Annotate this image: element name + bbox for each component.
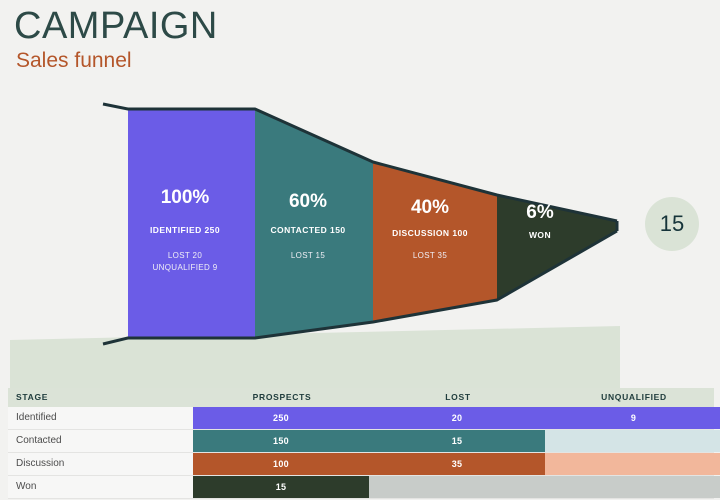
segment-main-label: IDENTIFIED 250 [150,225,220,235]
segment-main-label: WON [529,230,551,240]
funnel-segment-won[interactable] [497,195,617,300]
row-stage-label: Contacted [16,435,62,446]
row-bars: 150 15 [186,430,720,452]
row-bars: 15 [186,476,720,498]
segment-percent: 60% [289,191,327,212]
column-header-unqualified: UNQUALIFIED [601,392,667,402]
table-row[interactable]: Discussion 100 35 [8,453,720,476]
row-stage-label: Won [16,481,37,492]
column-header-prospects: PROSPECTS [252,392,312,402]
bar-unqualified: 9 [545,407,720,429]
bar-prospects: 150 [193,430,369,452]
segment-percent: 100% [161,187,210,208]
funnel-backdrop [10,340,620,390]
bar-lost: 20 [369,407,545,429]
funnel-svg: 100% IDENTIFIED 250 LOST 20 UNQUALIFIED … [10,102,620,390]
segment-main-label: CONTACTED 150 [270,225,345,235]
table-row[interactable]: Won 15 [8,476,720,499]
bar-prospects: 15 [193,476,369,498]
segment-sub-label: LOST 35 [413,251,448,260]
table-row[interactable]: Identified 250 20 9 [8,407,720,430]
segment-percent: 6% [526,202,554,223]
bar-ghost-remainder [369,476,720,498]
bar-prospects: 250 [193,407,369,429]
row-bars: 250 20 9 [186,407,720,429]
funnel-chart: 100% IDENTIFIED 250 LOST 20 UNQUALIFIED … [0,90,720,390]
bar-lost: 35 [369,453,545,475]
table-header-row: STAGE PROSPECTS LOST UNQUALIFIED [8,388,714,407]
table-row[interactable]: Contacted 150 15 [8,430,720,453]
row-stage-label: Identified [16,412,57,423]
column-header-lost: LOST [445,392,471,402]
total-won-badge[interactable]: 15 [645,197,699,251]
funnel-segment-contacted[interactable] [255,109,373,338]
segment-sub-label: UNQUALIFIED 9 [152,263,217,272]
page-title: CAMPAIGN [14,5,218,47]
funnel-segment-identified[interactable] [128,109,255,338]
segment-sub-label: LOST 15 [291,251,326,260]
column-header-stage: STAGE [16,392,49,402]
funnel-bottom-outline [102,229,618,346]
badge-value: 15 [659,211,685,236]
bar-ghost-remainder [545,453,720,475]
funnel-table: STAGE PROSPECTS LOST UNQUALIFIED Identif… [8,388,720,499]
header: CAMPAIGN Sales funnel [14,4,514,74]
bar-lost: 15 [369,430,545,452]
bar-ghost-remainder [545,430,720,452]
row-stage-label: Discussion [16,458,65,469]
segment-sub-label: LOST 20 [168,251,203,260]
bar-prospects: 100 [193,453,369,475]
segment-percent: 40% [411,197,449,218]
funnel-segment-discussion[interactable] [373,162,497,322]
page-subtitle: Sales funnel [16,49,132,72]
row-bars: 100 35 [186,453,720,475]
funnel-top-outline [102,102,618,223]
segment-main-label: DISCUSSION 100 [392,228,468,238]
